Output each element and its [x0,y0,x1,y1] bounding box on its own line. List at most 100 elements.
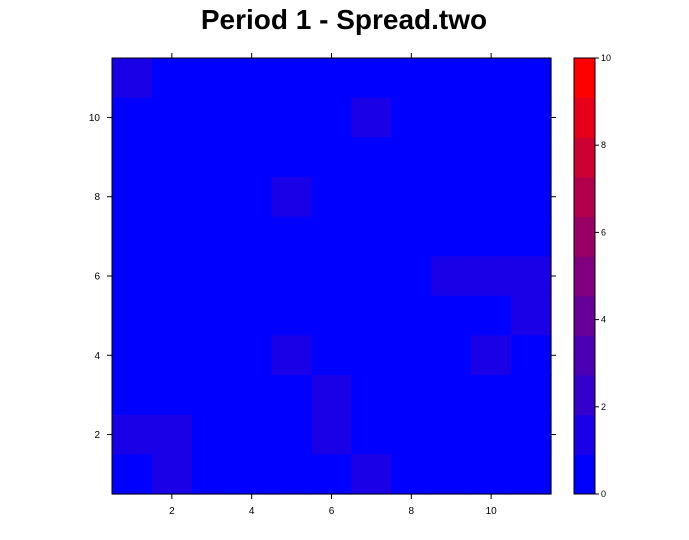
colorbar-segment [574,216,595,257]
x-tick-label: 2 [169,506,175,517]
heatmap-cell [311,216,353,257]
heatmap-cell [191,256,233,297]
heatmap-cell [231,375,273,416]
heatmap-cell [431,97,472,138]
heatmap-cell [511,97,552,138]
x-tick-label: 4 [249,506,255,517]
heatmap-cell [471,137,512,178]
colorbar-segment [574,58,595,99]
heatmap-cell [351,216,392,257]
colorbar: 0 2 4 6 8 10 [573,53,611,499]
heatmap-cell [231,256,273,297]
heatmap-cell [391,97,432,138]
heatmap-cell [191,137,233,178]
heatmap-cell [471,216,512,257]
y-tick-label: 10 [89,113,101,124]
colorbar-tick-label: 6 [601,227,606,237]
heatmap-cell [471,335,512,376]
x-tick-label: 8 [409,506,415,517]
heatmap-cell [231,58,273,99]
heatmap-cell [231,295,273,337]
heatmap-cell [431,137,472,178]
heatmap-cell [191,176,233,218]
heatmap-cell [391,176,432,218]
heatmap-cell [311,256,353,297]
heatmap-cell [112,335,153,376]
heatmap-cell [311,58,353,99]
y-tick-label: 2 [94,430,100,441]
colorbar-segment [574,454,595,495]
heatmap-cell [271,375,313,416]
heatmap-cell [151,375,193,416]
colorbar-segment [574,335,595,376]
heatmap-cell [112,58,153,99]
heatmap-cell [112,176,153,218]
heatmap-cell [271,216,313,257]
heatmap-cell [231,176,273,218]
heatmap-cell [351,58,392,99]
axis-ticks: 2 4 6 8 10 2 4 6 8 10 [89,53,556,517]
heatmap-cell [351,375,392,416]
heatmap-cell [311,97,353,138]
heatmap-cell [431,176,472,218]
heatmap-cell [271,176,313,218]
colorbar-segment [574,137,595,178]
heatmap-cell [391,58,432,99]
heatmap-cell [351,335,392,376]
heatmap-cell [151,335,193,376]
heatmap-cell [151,216,193,257]
heatmap-cell [391,414,432,455]
heatmap-cell [351,295,392,337]
heatmap-cell [151,97,193,138]
heatmap-cell [191,58,233,99]
heatmap-cell [391,216,432,257]
heatmap-cell [311,375,353,416]
colorbar-tick-label: 0 [601,489,606,499]
heatmap-cell [231,216,273,257]
heatmap-cell [471,256,512,297]
heatmap-cell [112,137,153,178]
colorbar-segment [574,414,595,455]
heatmap-cell [311,454,353,495]
heatmap-cell [511,176,552,218]
heatmap-cell [151,58,193,99]
heatmap-cell [311,295,353,337]
heatmap-cell [112,97,153,138]
chart-title: Period 1 - Spread.two [201,4,487,35]
heatmap-cell [151,295,193,337]
heatmap-cell [391,137,432,178]
heatmap-cell [511,454,552,495]
heatmap-cell [471,454,512,495]
heatmap-cell [471,176,512,218]
heatmap-cells [112,58,552,495]
heatmap-cell [351,176,392,218]
heatmap-cell [511,137,552,178]
heatmap-cell [471,97,512,138]
x-tick-label: 10 [486,506,498,517]
heatmap-cell [391,256,432,297]
heatmap-cell [511,216,552,257]
heatmap-cell [431,58,472,99]
colorbar-segment [574,295,595,336]
heatmap-cell [271,295,313,337]
heatmap-cell [351,137,392,178]
heatmap-cell [471,414,512,455]
heatmap-cell [112,414,153,455]
colorbar-segment [574,375,595,416]
colorbar-tick-label: 4 [601,315,606,325]
heatmap-cell [471,58,512,99]
heatmap-cell [151,256,193,297]
heatmap-cell [391,335,432,376]
colorbar-tick-label: 10 [601,53,611,63]
heatmap-cell [431,375,472,416]
heatmap-cell [231,414,273,455]
colorbar-tick-label: 8 [601,140,606,150]
heatmap-cell [351,97,392,138]
heatmap-cell [112,256,153,297]
heatmap-cell [471,375,512,416]
y-tick-label: 6 [94,272,100,283]
heatmap-cell [112,454,153,495]
heatmap-cell [431,335,472,376]
colorbar-tick-label: 2 [601,402,606,412]
